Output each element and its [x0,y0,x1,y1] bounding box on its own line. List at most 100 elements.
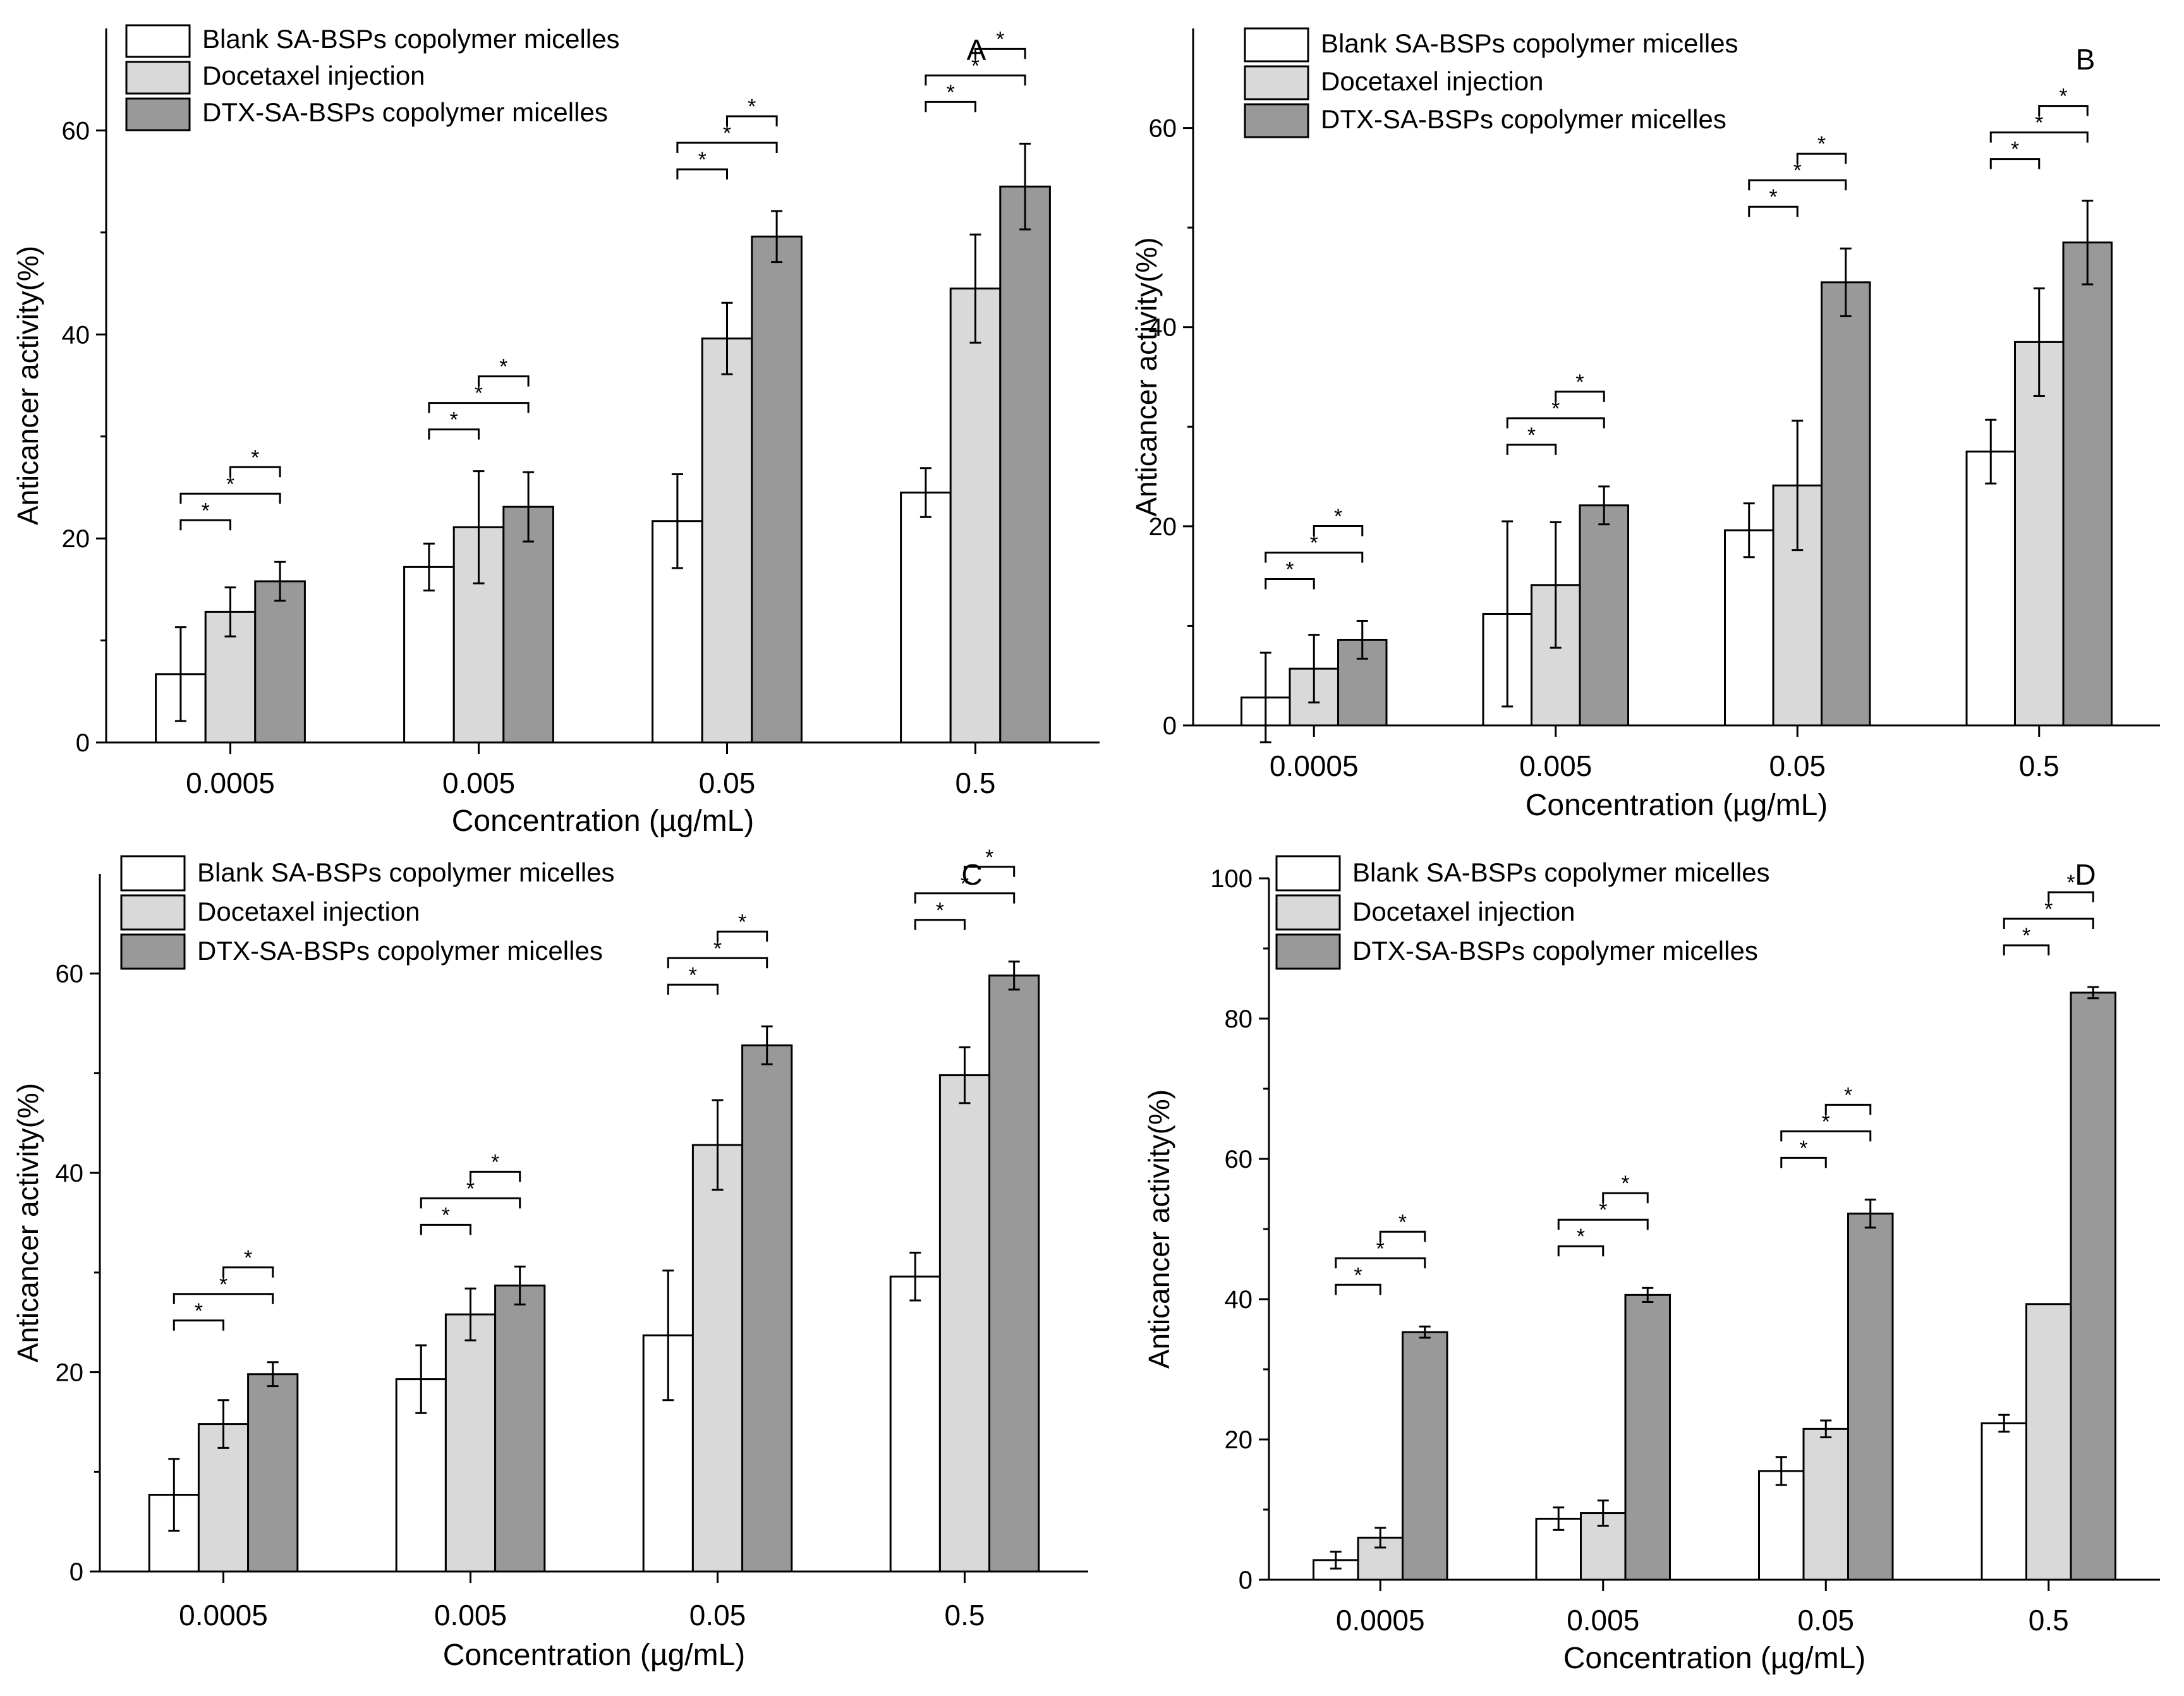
y-tick-label: 0 [1163,712,1177,740]
significance-star: * [1285,558,1294,582]
significance-bracket [470,1170,521,1182]
y-axis-title: Anticancer activity(%) [1143,1089,1175,1369]
legend-label-blank: Blank SA-BSPs copolymer micelles [1352,857,1770,887]
significance-star: * [1817,132,1826,156]
legend-label-micelles: DTX-SA-BSPs copolymer micelles [1321,104,1726,134]
legend: Blank SA-BSPs copolymer micelles Docetaxe… [1275,855,1770,970]
bar-micelles [1821,281,1871,727]
significance-star: * [1621,1172,1629,1196]
significance-bracket [420,1197,521,1209]
significance-bracket [1313,525,1364,536]
significance-star: * [466,1177,475,1201]
bar-injection [444,1313,497,1573]
significance-bracket [1557,1218,1649,1230]
significance-star: * [738,910,746,934]
significance-star: * [195,1299,203,1323]
y-tick-label: 20 [56,1359,84,1387]
significance-star: * [996,27,1004,51]
significance-star: * [1551,397,1560,421]
bar-micelles [988,974,1040,1573]
significance-bracket [173,1293,274,1304]
significance-star: * [1769,185,1777,209]
significance-star: * [1398,1210,1407,1234]
significance-star: * [442,1203,450,1227]
x-tick-label: 0.5 [2029,1604,2069,1637]
chart-panel-d: 0 20 40 60 80 100 Anticancer activity(%) Concen… [1143,855,2160,1675]
significance-bracket [667,983,719,995]
significance-bracket [1379,1230,1426,1242]
significance-bracket [1780,1156,1827,1168]
significance-bracket [964,866,1016,877]
legend-label-micelles: DTX-SA-BSPs copolymer micelles [1352,936,1758,966]
x-axis-title: Concentration (µg/mL) [1563,1642,1866,1675]
significance-bracket [914,892,1016,904]
significance-star: * [499,355,507,379]
significance-star: * [1822,1110,1830,1134]
bar-micelles [741,1044,793,1573]
significance-star: * [1527,423,1536,447]
chart-panel-b: 0 20 40 60 Anticancer activity(%) Concentrati… [1130,27,2160,822]
bar-injection [1802,1427,1849,1581]
y-axis-title: Anticancer activity(%) [11,246,44,525]
legend-label-blank: Blank SA-BSPs copolymer micelles [202,24,620,54]
significance-bracket [1265,552,1364,563]
bar-micelles [247,1373,299,1573]
y-tick-label: 60 [1149,115,1177,143]
x-tick-label: 0.005 [434,1599,507,1632]
significance-bracket [1335,1283,1381,1295]
significance-star: * [244,1246,252,1270]
significance-bracket [914,919,966,930]
significance-star: * [219,1273,228,1297]
significance-star: * [1793,159,1802,183]
bar-micelles [494,1284,546,1573]
significance-star: * [251,445,259,469]
significance-bracket [925,100,976,112]
bar-micelles [1579,504,1629,727]
bar-micelles [1624,1293,1671,1581]
significance-star: * [475,382,483,406]
significance-star: * [2022,924,2030,948]
significance-star: * [1354,1263,1362,1287]
significance-star: * [1799,1136,1807,1160]
significance-bracket [726,115,778,126]
significance-star: * [1844,1083,1852,1107]
bar-injection [701,337,753,744]
legend-swatch-injection [125,61,191,95]
significance-star: * [713,936,722,960]
significance-bracket [1989,158,2041,169]
x-tick-label: 0.0005 [186,766,275,799]
x-tick-label: 0.0005 [1270,749,1359,782]
legend-label-micelles: DTX-SA-BSPs copolymer micelles [197,936,603,966]
legend-swatch-injection [1244,65,1309,100]
significance-star: * [2059,85,2067,109]
bar-micelles [1402,1331,1448,1581]
bar-injection [2014,341,2065,727]
bar-blank [1758,1470,1805,1581]
significance-bracket [1796,152,1847,164]
legend-swatch-micelles [1244,103,1309,138]
significance-bracket [2003,944,2050,956]
bar-micelles [751,235,803,744]
significance-star: * [947,80,955,104]
x-tick-label: 0.0005 [179,1599,268,1632]
significance-star: * [961,872,969,896]
legend-swatch-micelles [125,97,191,131]
y-tick-label: 0 [70,1558,83,1586]
y-tick-label: 100 [1210,865,1253,893]
significance-bracket [974,47,1026,59]
significance-star: * [2066,871,2075,895]
panel-label: A [967,33,986,66]
significance-star: * [1575,370,1584,394]
significance-bracket [2048,891,2094,903]
significance-bracket [1265,578,1315,590]
panel-label: D [2075,858,2096,891]
legend: Blank SA-BSPs copolymer micelles Docetaxe… [125,24,620,131]
significance-star: * [1376,1237,1385,1261]
significance-bracket [1557,1245,1605,1257]
significance-bracket [1506,417,1605,428]
x-tick-label: 0.05 [699,766,756,799]
x-axis-title: Concentration (µg/mL) [1526,789,1828,822]
bar-micelles [1847,1213,1894,1581]
legend-swatch-micelles [1275,933,1341,970]
